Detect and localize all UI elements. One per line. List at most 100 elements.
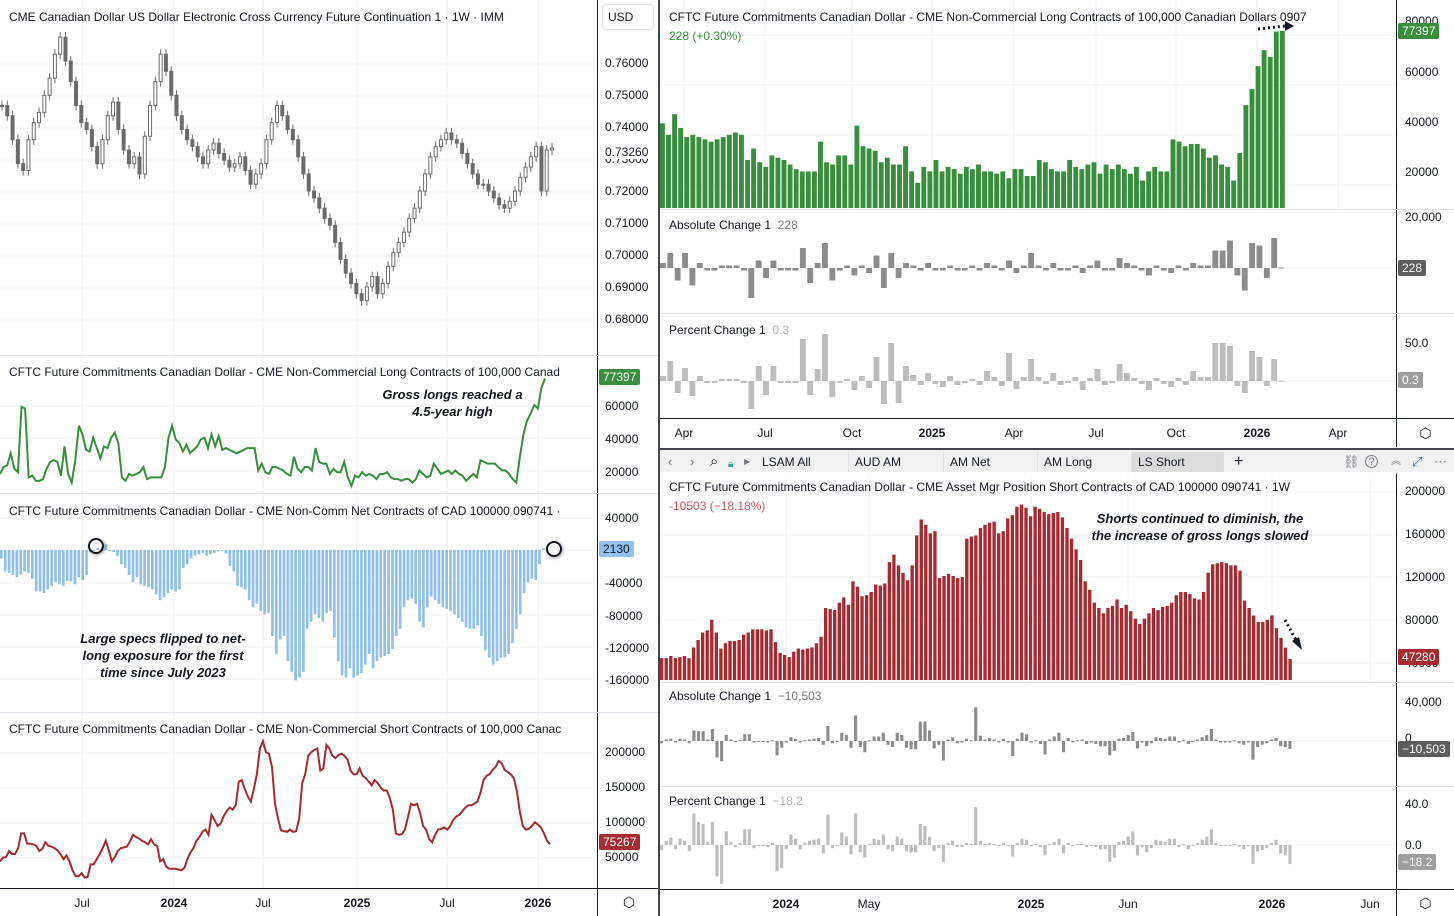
y-tick: 0.75000 xyxy=(605,88,649,102)
last-value-badge: 75267 xyxy=(599,834,641,850)
expand-icon[interactable]: ⤢ xyxy=(1412,454,1423,469)
rt-abs-change-chart[interactable] xyxy=(660,210,1396,313)
rt-long-axis[interactable]: 80000 60000 40000 20000 77397 xyxy=(1396,0,1454,209)
price-chart-title: CME Canadian Dollar US Dollar Electronic… xyxy=(9,10,504,24)
y-tick: -160000 xyxy=(605,673,650,687)
rt-pct-change-pane[interactable]: Percent Change 1 0.3 xyxy=(660,314,1396,418)
rb-abs-change-chart[interactable] xyxy=(660,683,1396,786)
link-icon[interactable]: ⛓ xyxy=(1343,454,1360,469)
y-tick: 200000 xyxy=(605,745,646,759)
rt-pct-label: Percent Change 1 0.3 xyxy=(669,323,790,337)
caret-right-icon[interactable]: ▶ xyxy=(744,457,751,466)
y-tick: 40000 xyxy=(1405,115,1439,129)
rt-long-change: 228 (+0.30%) xyxy=(669,29,742,43)
y-tick: 60000 xyxy=(1405,65,1439,79)
x-tick: 2026 xyxy=(1243,426,1271,440)
rb-abs-axis[interactable]: 40,000 0 −10,503 xyxy=(1396,683,1454,786)
layout-tab-lsam-all[interactable]: LSAM All xyxy=(756,452,849,472)
x-tick: Jun xyxy=(1118,897,1138,911)
y-tick: 40000 xyxy=(605,432,639,446)
x-tick: Apr xyxy=(1328,426,1348,440)
chevron-right-icon[interactable]: › xyxy=(690,454,695,469)
gear-hexagon-icon: ⬡ xyxy=(1419,425,1432,441)
x-tick: Jul xyxy=(1088,426,1104,440)
long-pane-title: CFTC Future Commitments Canadian Dollar … xyxy=(9,365,560,379)
y-tick: 200000 xyxy=(1405,484,1446,498)
candlestick-chart[interactable] xyxy=(0,0,597,355)
rb-short-axis[interactable]: 200000160000120000800004000047280 xyxy=(1396,474,1454,682)
more-icon[interactable]: ⋯ xyxy=(1434,454,1447,469)
add-tab-button[interactable]: + xyxy=(1234,453,1244,470)
layout-tab-am-long[interactable]: AM Long xyxy=(1038,452,1132,472)
y-tick: -80000 xyxy=(605,609,643,623)
rb-pct-axis[interactable]: 40.0 0.0 −18.2 xyxy=(1396,787,1454,889)
rb-abs-change-pane[interactable]: Absolute Change 1 −10,503 xyxy=(660,683,1396,786)
rb-settings-button[interactable]: ⬡ xyxy=(1396,890,1454,916)
y-tick: 120000 xyxy=(1405,570,1446,584)
y-tick: 40000 xyxy=(605,511,639,525)
x-tick: 2024 xyxy=(772,897,800,911)
short-line-chart[interactable] xyxy=(0,713,597,888)
rb-short-change: -10503 (−18.18%) xyxy=(669,499,766,513)
rt-long-pane[interactable]: CFTC Future Commitments Canadian Dollar … xyxy=(660,0,1396,209)
last-value-badge: 77397 xyxy=(599,369,641,385)
x-tick: Oct xyxy=(1166,426,1186,440)
left-settings-button[interactable]: ⬡ xyxy=(597,889,660,916)
rt-abs-axis[interactable]: 20,000 228 xyxy=(1396,210,1454,313)
rb-am-short-pane[interactable]: CFTC Future Commitments Canadian Dollar … xyxy=(660,474,1396,682)
collapse-up-icon[interactable]: ︽ xyxy=(1391,456,1401,467)
rt-pct-badge: 0.3 xyxy=(1398,372,1423,388)
rt-abs-change-pane[interactable]: Absolute Change 1 228 xyxy=(660,210,1396,313)
x-tick: Jul xyxy=(757,426,773,440)
short-pane-axis[interactable]: 200000 150000 100000 50000 75267 xyxy=(597,713,660,888)
y-tick: 0.76000 xyxy=(605,56,649,70)
rt-settings-button[interactable]: ⬡ xyxy=(1396,419,1454,447)
y-tick: 0.71000 xyxy=(605,216,649,230)
last-value-badge: 77397 xyxy=(1398,23,1440,39)
layout-tab-aud-am[interactable]: AUD AM xyxy=(849,452,944,472)
x-tick: Jul xyxy=(439,896,455,910)
help-icon[interactable]: ? xyxy=(1365,455,1378,468)
price-axis[interactable]: USD 0.76000 0.75000 0.74000 0.73000 0.72000 0… xyxy=(597,0,660,355)
last-price-label: 0.73260 xyxy=(605,145,649,159)
y-tick: 0.69000 xyxy=(605,280,649,294)
rb-pct-change-chart[interactable] xyxy=(660,787,1396,889)
rt-pct-axis[interactable]: 50.0 0.3 xyxy=(1396,314,1454,418)
net-annotation: Large specs flipped to net- long exposur… xyxy=(80,631,246,680)
x-tick: 2026 xyxy=(524,896,552,910)
rt-pct-change-chart[interactable] xyxy=(660,314,1396,418)
long-pane-axis[interactable]: 60000 40000 20000 77397 xyxy=(597,356,660,493)
short-pane-title: CFTC Future Commitments Canadian Dollar … xyxy=(9,722,562,736)
rb-abs-label: Absolute Change 1 −10,503 xyxy=(669,689,822,703)
rt-long-bar-chart[interactable] xyxy=(660,0,1396,209)
x-tick: Jul xyxy=(255,896,271,910)
rb-pct-badge: −18.2 xyxy=(1398,854,1437,870)
left-time-axis[interactable]: Jul 2024 Jul 2025 Jul 2026 xyxy=(0,889,597,916)
long-annotation: Gross longs reached a 4.5-year high xyxy=(382,387,523,419)
x-tick: Jul xyxy=(74,896,90,910)
lock-icon[interactable]: 🔒︎ xyxy=(728,459,734,470)
rt-time-axis[interactable]: Apr Jul Oct 2025 Apr Jul Oct 2026 Apr xyxy=(660,419,1396,447)
y-tick: 0.72000 xyxy=(605,184,649,198)
chevron-left-icon[interactable]: ‹ xyxy=(668,454,673,469)
rb-pct-change-pane[interactable]: Percent Change 1 −18.2 xyxy=(660,787,1396,889)
x-tick: Oct xyxy=(842,426,862,440)
noncommercial-net-pane[interactable]: CFTC Future Commitments Canadian Dollar … xyxy=(0,494,597,712)
net-pane-axis[interactable]: 40000 -40000 -80000 -120000 -160000 2130 xyxy=(597,494,660,712)
rb-short-title: CFTC Future Commitments Canadian Dollar … xyxy=(669,480,1290,494)
net-bar-chart[interactable] xyxy=(0,494,597,712)
noncommercial-long-pane[interactable]: CFTC Future Commitments Canadian Dollar … xyxy=(0,356,597,493)
long-line-chart[interactable] xyxy=(0,356,597,493)
layout-tab-am-net[interactable]: AM Net xyxy=(944,452,1038,472)
currency-selector[interactable]: USD xyxy=(602,4,654,30)
rb-short-annotation: Shorts continued to diminish, the the in… xyxy=(1091,511,1309,543)
noncommercial-short-pane[interactable]: CFTC Future Commitments Canadian Dollar … xyxy=(0,713,597,888)
rb-time-axis[interactable]: 2024 May 2025 Jun 2026 Jun xyxy=(660,890,1396,916)
highlight-circle-2023 xyxy=(88,538,104,554)
search-icon[interactable]: ⌕ xyxy=(710,453,719,470)
y-tick: 20000 xyxy=(1405,165,1439,179)
layout-tab-ls-short[interactable]: LS Short xyxy=(1132,452,1224,472)
rb-am-short-bar-chart[interactable] xyxy=(660,474,1396,682)
rt-long-title: CFTC Future Commitments Canadian Dollar … xyxy=(669,10,1307,24)
price-chart-pane[interactable]: CME Canadian Dollar US Dollar Electronic… xyxy=(0,0,597,355)
